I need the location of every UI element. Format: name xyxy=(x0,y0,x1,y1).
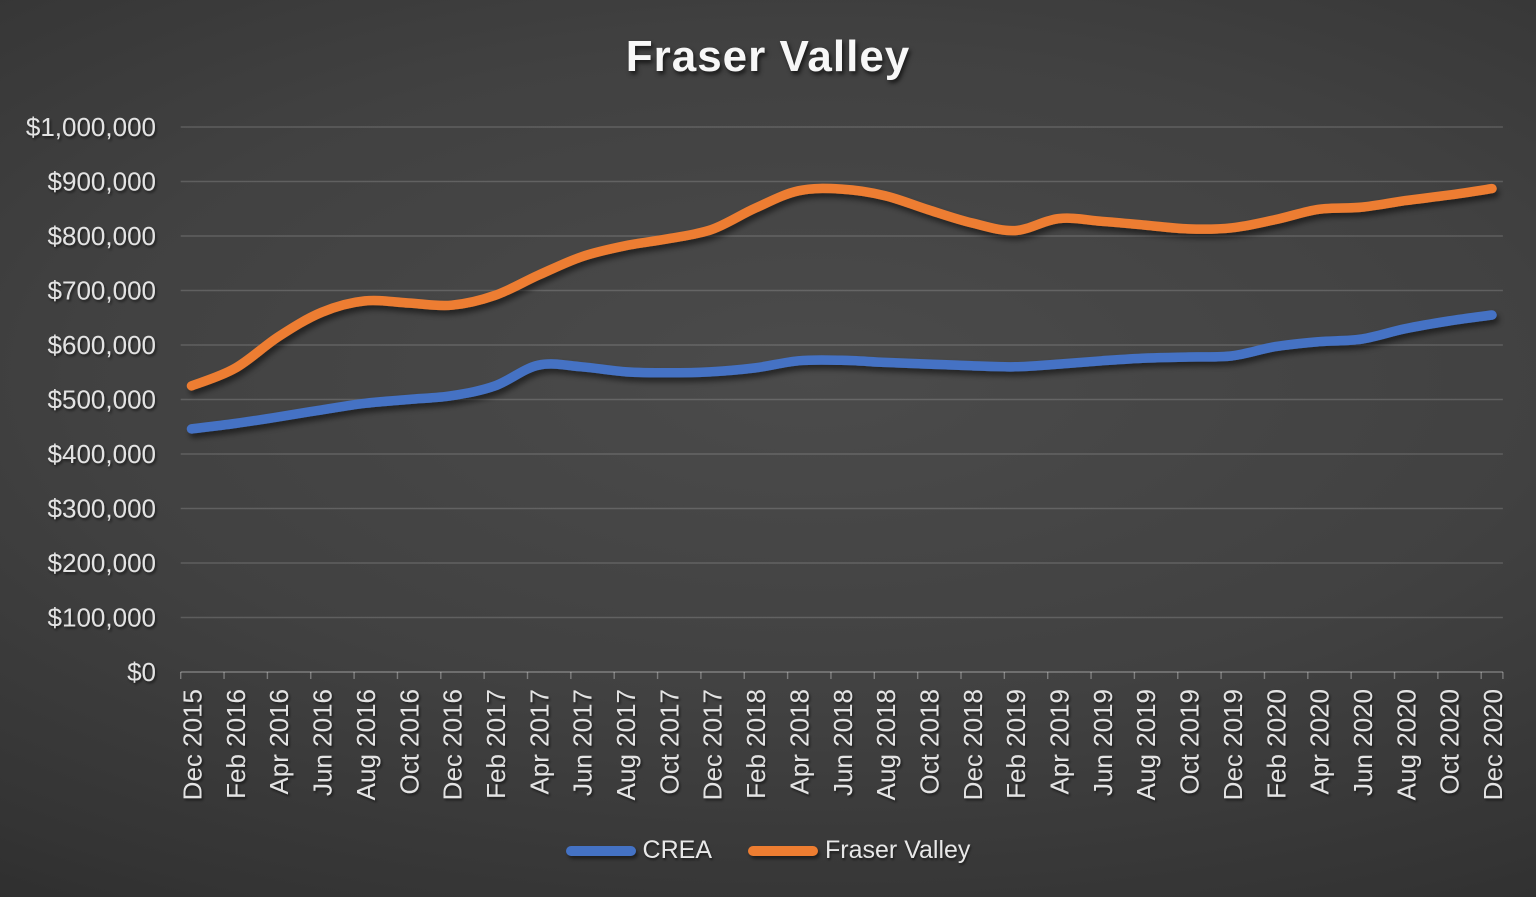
x-tick-label: Feb 2017 xyxy=(481,689,511,799)
y-tick-label: $300,000 xyxy=(48,494,156,524)
x-axis-tick-labels: Dec 2015 Feb 2016 Apr 2016 Jun 2016 Aug 2016… xyxy=(178,689,1509,800)
y-tick-label: $500,000 xyxy=(48,385,156,415)
x-tick-label: Jun 2019 xyxy=(1088,689,1118,796)
y-tick-label: $800,000 xyxy=(48,221,156,251)
y-tick-label: $600,000 xyxy=(48,330,156,360)
x-tick-label: Oct 2018 xyxy=(914,689,944,795)
x-tick-label: Oct 2019 xyxy=(1175,689,1205,795)
x-tick-label: Dec 2020 xyxy=(1478,689,1508,800)
x-tick-label: Apr 2016 xyxy=(264,689,294,795)
x-tick-label: Aug 2017 xyxy=(611,689,641,800)
x-tick-label: Oct 2020 xyxy=(1435,689,1465,795)
y-tick-label: $400,000 xyxy=(48,439,156,469)
y-axis-tick-labels: $0 $100,000 $200,000 $300,000 $400,000 $500,0… xyxy=(26,112,156,687)
y-tick-label: $1,000,000 xyxy=(26,112,156,142)
x-tick-label: Jun 2017 xyxy=(568,689,598,796)
x-tick-label: Apr 2020 xyxy=(1305,689,1335,795)
x-tick-label: Dec 2016 xyxy=(438,689,468,800)
legend-item-crea: CREA xyxy=(565,836,713,865)
gridlines xyxy=(180,126,1503,619)
series-lines xyxy=(186,183,1497,434)
legend-marker-fraser-valley xyxy=(748,845,819,856)
x-tick-label: Apr 2018 xyxy=(784,689,814,795)
x-tick-label: Aug 2019 xyxy=(1131,689,1161,800)
legend-label-fraser-valley: Fraser Valley xyxy=(825,836,971,864)
y-tick-label: $200,000 xyxy=(48,548,156,578)
y-tick-label: $700,000 xyxy=(48,276,156,306)
x-tick-label: Aug 2020 xyxy=(1391,689,1421,800)
x-tick-label: Apr 2017 xyxy=(524,689,554,795)
y-tick-label: $100,000 xyxy=(48,603,156,633)
x-tick-label: Dec 2017 xyxy=(698,689,728,800)
chart-title: Fraser Valley xyxy=(625,32,911,81)
x-tick-label: Oct 2017 xyxy=(654,689,684,795)
chart-legend: CREA Fraser Valley xyxy=(0,836,1536,865)
x-axis xyxy=(179,671,1504,679)
legend-item-fraser-valley: Fraser Valley xyxy=(748,836,970,865)
x-tick-label: Apr 2019 xyxy=(1045,689,1075,795)
series-line-fraser-valley xyxy=(186,183,1497,391)
x-tick-label: Dec 2018 xyxy=(958,689,988,800)
x-tick-label: Oct 2016 xyxy=(394,689,424,795)
x-tick-label: Dec 2019 xyxy=(1218,689,1248,800)
x-tick-label: Feb 2019 xyxy=(1001,689,1031,799)
x-tick-label: Jun 2020 xyxy=(1348,689,1378,796)
x-tick-label: Jun 2018 xyxy=(828,689,858,796)
x-tick-label: Dec 2015 xyxy=(178,689,208,800)
x-tick-label: Feb 2016 xyxy=(221,689,251,799)
x-tick-label: Aug 2016 xyxy=(351,689,381,800)
y-tick-label: $900,000 xyxy=(48,167,156,197)
x-tick-label: Aug 2018 xyxy=(871,689,901,800)
x-tick-label: Feb 2020 xyxy=(1261,689,1291,799)
legend-marker-crea xyxy=(565,845,636,856)
series-line-crea xyxy=(186,310,1497,434)
x-tick-label: Feb 2018 xyxy=(741,689,771,799)
x-tick-label: Jun 2016 xyxy=(308,689,338,796)
legend-label-crea: CREA xyxy=(642,836,713,864)
y-tick-label: $0 xyxy=(127,657,156,687)
